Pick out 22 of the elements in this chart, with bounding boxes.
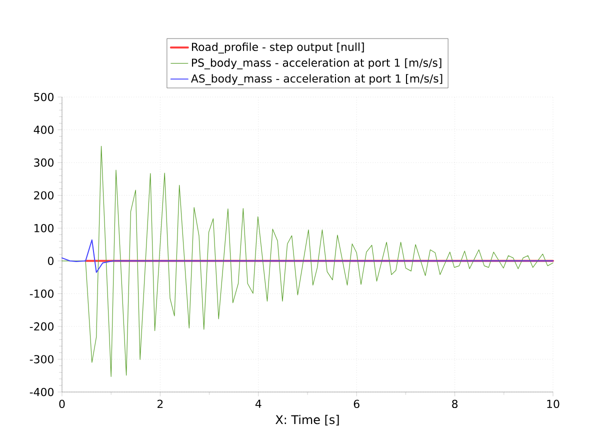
y-tick-label: 300 bbox=[34, 158, 54, 167]
x-axis-title: X: Time [s] bbox=[276, 414, 339, 426]
y-tick-label: -400 bbox=[30, 388, 54, 396]
y-tick-label: 0 bbox=[48, 256, 54, 266]
line-series bbox=[62, 239, 554, 273]
y-tick-label: 100 bbox=[34, 224, 54, 232]
line-series bbox=[62, 146, 554, 377]
y-tick-label: -300 bbox=[30, 355, 54, 364]
legend-label: Road_profile - step output [null] bbox=[192, 42, 364, 54]
x-tick-label: 4 bbox=[255, 400, 262, 408]
y-tick-label: -200 bbox=[30, 322, 54, 331]
x-tick-label: 2 bbox=[158, 400, 163, 408]
x-tick-label: 6 bbox=[354, 400, 360, 408]
y-tick-label: -100 bbox=[30, 290, 54, 298]
x-tick-label: 10 bbox=[547, 400, 560, 408]
x-tick-label: 8 bbox=[452, 400, 458, 408]
y-tick-label: 500 bbox=[34, 92, 54, 102]
y-tick-label: 400 bbox=[34, 126, 54, 134]
x-tick-label: 0 bbox=[59, 400, 65, 408]
y-tick-label: 200 bbox=[34, 191, 54, 200]
legend-label: AS_body_mass - acceleration at port 1 [m/s/s] bbox=[190, 74, 442, 86]
legend-label: PS_body_mass - acceleration at port 1 [m/s/s] bbox=[192, 58, 442, 70]
